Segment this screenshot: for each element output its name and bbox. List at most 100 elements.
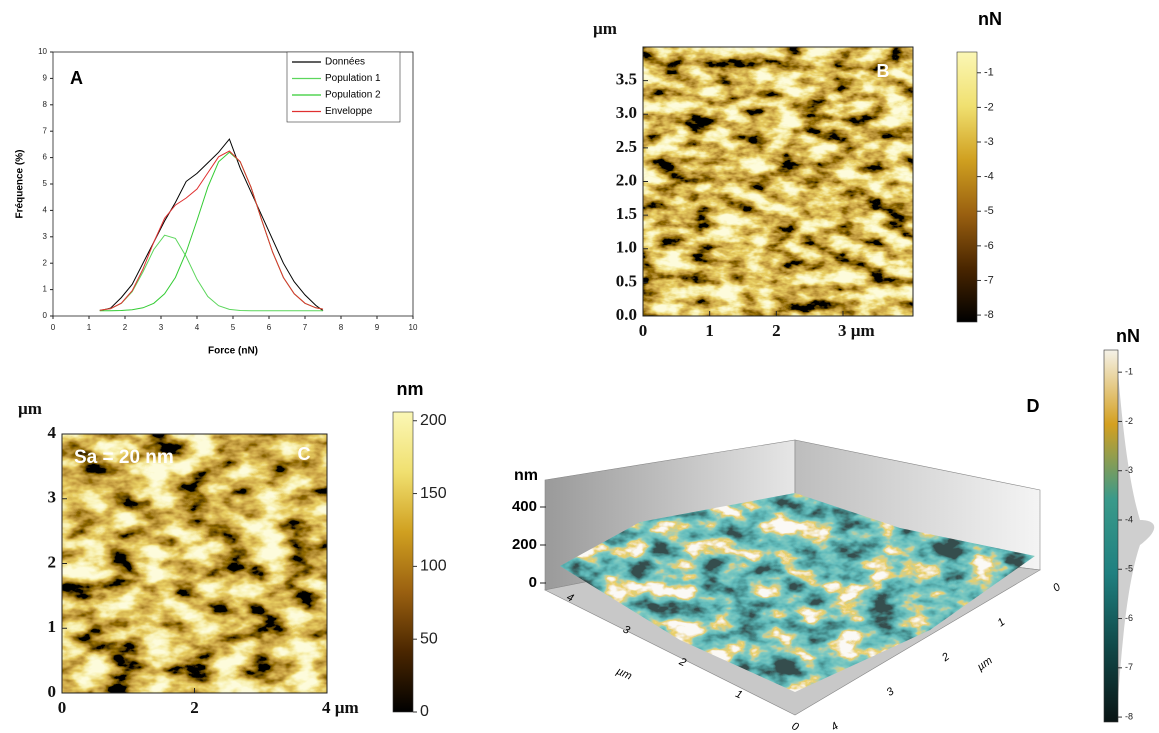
colorbar-tick-label: -5	[1125, 564, 1133, 574]
series-line	[99, 138, 324, 312]
colorbar-label: nN	[978, 9, 1002, 29]
y-tick-label: 1.0	[616, 238, 637, 257]
z-axis-label: nm	[514, 467, 538, 484]
colorbar-tick-label: -5	[984, 205, 994, 217]
y-tick-label: 2.5	[616, 137, 637, 156]
x-tick-label: 0	[639, 321, 648, 340]
legend-label: Données	[325, 57, 365, 68]
x-tick-label: 10	[409, 323, 418, 332]
x-tick-label: 3	[159, 323, 164, 332]
y-tick-label: 2	[43, 258, 48, 267]
y-tick-label: 5	[43, 179, 48, 188]
colorbar-tick-label: -6	[984, 240, 994, 252]
y-axis-label: Fréquence (%)	[15, 150, 26, 219]
colorbar-tick-label: -4	[984, 171, 994, 183]
legend-label: Population 1	[325, 73, 381, 84]
y-tick-label: 2.0	[616, 170, 637, 189]
y-tick-label: 0.5	[616, 271, 637, 290]
y-tick-label: 0	[43, 311, 48, 320]
colorbar-tick-label: -7	[1125, 662, 1133, 672]
x-tick-label: 4	[195, 323, 200, 332]
y-tick-label: 10	[38, 47, 47, 56]
x-tick-label: 3	[621, 623, 632, 637]
x-tick-label: 2	[676, 655, 688, 669]
legend-box	[286, 51, 401, 123]
x-tick-label: 0	[51, 323, 56, 332]
colorbar-tick-label: -4	[1125, 514, 1133, 524]
x-tick-label: 1	[733, 688, 744, 701]
colorbar-tick-label: -3	[984, 136, 994, 148]
y-tick-label: 1	[43, 285, 48, 294]
x-tick-label: 0	[790, 720, 801, 733]
colorbar-tick-label: -8	[1125, 711, 1133, 721]
y-axis-label: µm	[975, 655, 995, 674]
colorbar-label: nN	[1116, 326, 1140, 346]
x-tick-label: 2	[123, 323, 128, 332]
colorbar-tick-label: 100	[420, 558, 447, 575]
annotation: Sa = 20 nm	[74, 447, 174, 468]
x-tick-label: 8	[339, 323, 344, 332]
y-tick-label: 3.5	[616, 70, 637, 89]
series-line	[99, 150, 324, 311]
x-tick-label: 2	[772, 321, 781, 340]
colorbar-tick-label: 150	[420, 485, 447, 502]
x-tick-label: 4 µm	[322, 698, 359, 717]
colorbar-tick-label: -3	[1125, 465, 1133, 475]
y-tick-label: 4	[48, 423, 57, 442]
panel-label: B	[877, 61, 890, 81]
y-tick-label: 7	[43, 126, 48, 135]
panel-label: C	[298, 444, 311, 464]
series-line	[99, 234, 323, 312]
colorbar-tick-label: -2	[1125, 416, 1133, 426]
colorbar	[956, 51, 978, 323]
y-tick-label: 2	[48, 552, 57, 571]
colorbar-histogram	[1118, 372, 1155, 700]
axis-unit: µm	[18, 399, 42, 418]
x-tick-label: 0	[58, 698, 67, 717]
z-tick-label: 400	[512, 498, 537, 515]
afm-image	[643, 47, 913, 316]
x-tick-label: 9	[375, 323, 380, 332]
y-tick-label: 3	[43, 232, 48, 241]
y-tick-label: 3	[884, 685, 897, 699]
x-axis-label: µm	[614, 665, 633, 682]
y-tick-label: 3	[48, 488, 57, 507]
x-tick-label: 6	[267, 323, 272, 332]
colorbar	[392, 411, 414, 713]
x-axis-label: Force (nN)	[208, 346, 258, 357]
y-tick-label: 3.0	[616, 103, 637, 122]
colorbar-tick-label: -7	[984, 274, 994, 286]
y-tick-label: 4	[43, 206, 48, 215]
axis-unit: µm	[593, 19, 617, 38]
colorbar-tick-label: 200	[420, 412, 447, 429]
y-tick-label: 0	[1051, 581, 1064, 595]
y-tick-label: 1	[995, 616, 1007, 629]
x-tick-label: 1	[87, 323, 92, 332]
legend-label: Population 2	[325, 90, 381, 101]
panel-label: D	[1027, 396, 1040, 416]
legend-label: Enveloppe	[325, 106, 373, 117]
x-tick-label: 5	[231, 323, 236, 332]
y-tick-label: 1	[48, 617, 57, 636]
colorbar-tick-label: 50	[420, 630, 438, 647]
y-tick-label: 4	[829, 720, 841, 733]
colorbar-label: nm	[397, 379, 424, 399]
x-tick-label: 4	[565, 591, 576, 604]
y-tick-label: 1.5	[616, 204, 637, 223]
x-tick-label: 3 µm	[838, 321, 875, 340]
x-tick-label: 1	[705, 321, 714, 340]
colorbar-tick-label: -8	[984, 309, 994, 321]
colorbar-tick-label: -1	[984, 67, 994, 79]
x-tick-label: 7	[303, 323, 308, 332]
y-tick-label: 9	[43, 74, 48, 83]
y-tick-label: 6	[43, 153, 48, 162]
y-tick-label: 0.0	[616, 305, 637, 324]
x-tick-label: 2	[190, 698, 199, 717]
panel-label: A	[70, 68, 83, 88]
colorbar-tick-label: -6	[1125, 613, 1133, 623]
z-tick-label: 0	[529, 574, 537, 591]
z-tick-label: 200	[512, 536, 537, 553]
colorbar-tick-label: -2	[984, 101, 994, 113]
afm-image	[62, 434, 327, 693]
